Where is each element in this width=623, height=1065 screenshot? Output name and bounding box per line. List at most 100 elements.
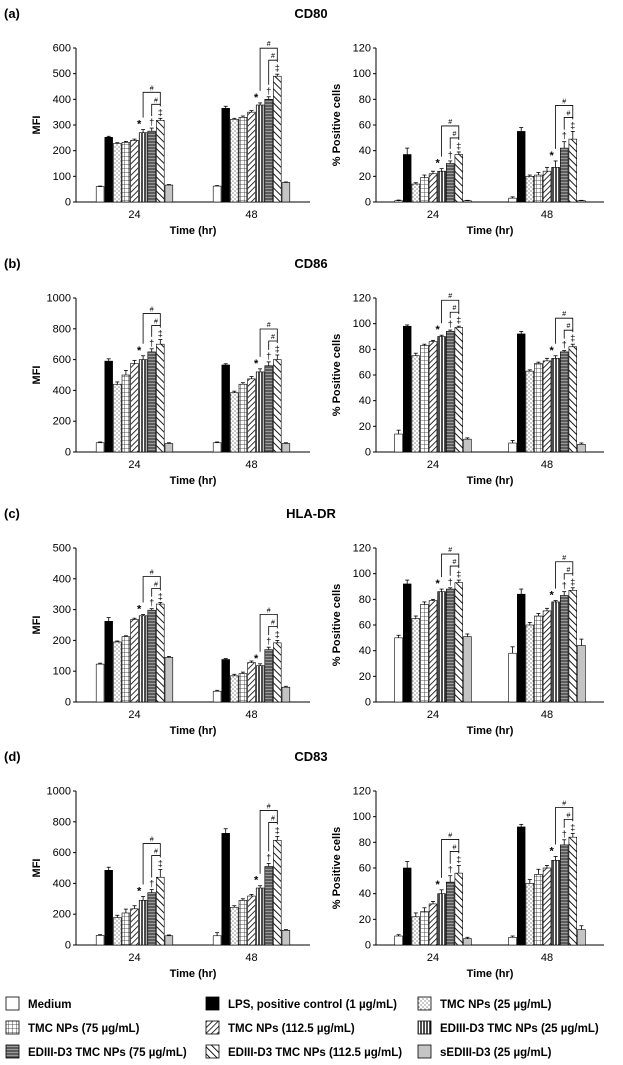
y-axis-label: % Positive cells (331, 827, 343, 910)
y-axis-label: MFI (31, 366, 43, 385)
y-tick-label: 100 (353, 68, 371, 80)
legend-label: Medium (28, 999, 71, 1011)
bracket (268, 626, 278, 636)
sig-double-dagger: ‡ (456, 315, 461, 325)
sig-hash: # (562, 555, 566, 562)
x-axis-label: Time (hr) (467, 968, 514, 980)
bar-tmc25-48 (230, 392, 239, 453)
bar-ed112-24 (156, 120, 165, 203)
bar-tmc25-24 (411, 355, 420, 453)
y-tick-label: 600 (53, 43, 71, 55)
y-tick-label: 800 (53, 816, 71, 828)
sig-dagger: † (448, 577, 453, 587)
bracket (142, 91, 161, 118)
bar-medium-48 (508, 936, 517, 946)
y-tick-label: 400 (53, 878, 71, 890)
legend-label: sEDIII-D3 (25 µg/mL) (440, 1047, 552, 1059)
y-axis-label: % Positive cells (331, 334, 343, 417)
bar-medium-48 (508, 197, 517, 203)
bar-tmc75-24 (420, 911, 429, 946)
bar-lps-48 (221, 833, 230, 946)
bar-medium-24 (95, 663, 105, 703)
y-tick-label: 100 (53, 666, 71, 678)
y-tick-label: 60 (359, 620, 371, 632)
legend-label: EDIII-D3 TMC NPs (112.5 µg/mL) (228, 1047, 402, 1059)
x-tick-label: 24 (128, 459, 140, 471)
bar-medium-48 (212, 185, 222, 203)
sig-hash: # (150, 570, 154, 577)
bar-ed75-48 (264, 649, 273, 703)
y-tick-label: 80 (359, 837, 371, 849)
sig-hash: # (267, 803, 271, 810)
sig-dagger: † (149, 598, 154, 608)
sig-hash: # (448, 547, 452, 554)
sig-hash: # (267, 41, 271, 48)
sig-double-dagger: ‡ (570, 120, 575, 130)
sig-hash: # (567, 110, 571, 117)
panel-label: (a) (4, 6, 20, 21)
sig-dagger: † (562, 581, 567, 591)
bar-ed75-24 (445, 331, 455, 453)
y-tick-label: 500 (53, 543, 71, 555)
sig-dagger: † (266, 86, 271, 96)
sig-hash: # (448, 119, 452, 126)
panel-title: CD80 (294, 6, 327, 21)
bar-ed75-24 (147, 609, 156, 703)
bar-tmc75-48 (534, 174, 543, 203)
bar-medium-24 (394, 433, 403, 453)
bar-tmc25-48 (525, 176, 535, 203)
bracket (142, 576, 161, 603)
legend-swatch (205, 996, 220, 1011)
bar-sed-48 (281, 686, 291, 703)
bar-tmc75-24 (121, 636, 131, 703)
legend-item-tmc75: TMC NPs (75 µg/mL) (5, 1020, 140, 1035)
bar-ed112-48 (273, 359, 282, 453)
bar-medium-24 (394, 637, 403, 703)
y-tick-label: 0 (65, 697, 71, 709)
bar-sed-24 (164, 443, 174, 453)
panel-title: HLA-DR (286, 506, 336, 521)
y-tick-label: 80 (359, 594, 371, 606)
chart-c-mfi: (c) HLA-DR0100200300400500MFI*†‡##24*†‡##… (4, 506, 337, 737)
chart-d-mfi: (d) CD8302004006008001000MFI*†‡##24*†‡##4… (4, 749, 328, 980)
bar-ed112-48 (273, 642, 282, 703)
bar-medium-24 (394, 200, 403, 203)
sig-star: * (137, 604, 142, 616)
y-tick-label: 0 (365, 697, 371, 709)
y-tick-label: 120 (353, 293, 371, 305)
legend-swatch (205, 1020, 220, 1035)
legend-item-sed: sEDIII-D3 (25 µg/mL) (417, 1044, 552, 1059)
sig-hash: # (453, 305, 457, 312)
y-tick-label: 0 (365, 447, 371, 459)
sig-double-dagger: ‡ (570, 822, 575, 832)
sig-hash: # (271, 815, 275, 822)
y-tick-label: 60 (359, 120, 371, 132)
legend-item-tmc25: TMC NPs (25 µg/mL) (417, 996, 552, 1011)
bar-medium-48 (212, 935, 222, 946)
sig-hash: # (448, 832, 452, 839)
sig-hash: # (562, 800, 566, 807)
sig-dagger: † (448, 150, 453, 160)
sig-dagger: † (562, 829, 567, 839)
bar-ed75-48 (264, 365, 273, 453)
y-tick-label: 400 (53, 385, 71, 397)
bar-ed75-24 (147, 351, 156, 453)
legend: Medium LPS, positive control (1 µg/mL) TMC… (5, 996, 599, 1059)
bracket (142, 843, 161, 885)
bar-tmc75-48 (238, 900, 248, 946)
bar-sed-24 (463, 438, 472, 453)
sig-hash: # (567, 812, 571, 819)
bracket (555, 806, 574, 845)
sig-star: * (137, 119, 142, 131)
sig-hash: # (453, 844, 457, 851)
sig-dagger: † (266, 852, 271, 862)
bar-tmc75-48 (238, 383, 248, 453)
bar-tmc112-48 (247, 111, 256, 203)
sig-double-dagger: ‡ (456, 569, 461, 579)
y-tick-label: 0 (365, 940, 371, 952)
sig-double-dagger: ‡ (275, 825, 280, 835)
bracket (259, 810, 278, 874)
